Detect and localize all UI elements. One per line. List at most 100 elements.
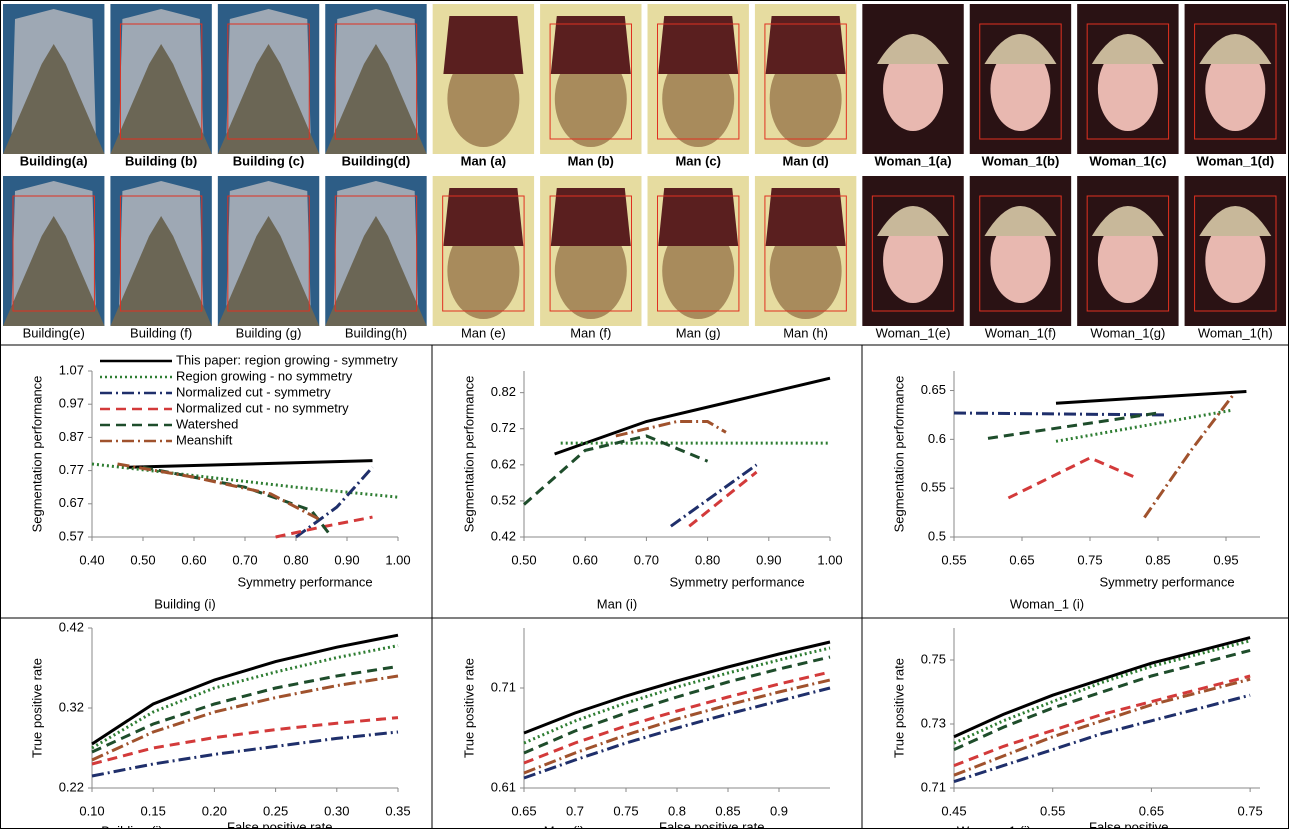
image-detail [658, 188, 739, 246]
y-tick-label: 0.75 [921, 651, 946, 666]
legend-label: Normalized cut - no symmetry [176, 400, 349, 415]
image-detail [883, 47, 944, 131]
x-tick-label: 0.55 [1040, 803, 1065, 818]
line [615, 420, 727, 438]
line [127, 459, 373, 469]
x-tick-label: 0.80 [283, 552, 308, 567]
image-detail [765, 188, 846, 246]
segmentation [1194, 195, 1277, 312]
segmentation [1086, 23, 1170, 140]
x-tick-label: 0.50 [511, 552, 536, 567]
x-tick-label: 1.00 [817, 552, 842, 567]
chart-caption: Woman_1 (i) [1010, 596, 1084, 611]
line [295, 466, 374, 539]
segmentation [442, 195, 525, 312]
legend-label: Watershed [176, 416, 238, 431]
image-caption: Building(h) [345, 325, 407, 340]
image-caption: Woman_1(d) [1196, 153, 1274, 168]
image-caption: Woman_1(b) [982, 153, 1060, 168]
image-caption: Man (h) [783, 325, 828, 340]
y-tick-label: 0.72 [491, 420, 516, 435]
legend-label: This paper: region growing - symmetry [176, 352, 398, 367]
segmentation [764, 23, 847, 140]
x-tick-label: 0.60 [181, 552, 206, 567]
image-caption: Woman_1(a) [875, 153, 952, 168]
x-tick-label: 0.30 [324, 803, 349, 818]
image-detail [443, 16, 524, 74]
line [523, 640, 831, 735]
image-detail [1091, 34, 1164, 64]
y-axis-label: Segmentation performance [461, 376, 476, 533]
segmentation [657, 195, 740, 312]
image-detail [984, 206, 1057, 236]
x-tick-label: 0.20 [202, 803, 227, 818]
x-tick-label: 0.85 [715, 803, 740, 818]
image-caption: Woman_1(e) [876, 325, 951, 340]
y-tick-label: 0.61 [491, 779, 516, 794]
segmentation [657, 23, 740, 140]
segmentation [979, 23, 1062, 140]
y-tick-label: 0.42 [491, 528, 516, 543]
image-caption: Building (g) [236, 325, 302, 340]
x-tick-label: 0.80 [695, 552, 720, 567]
image-detail [769, 223, 842, 319]
line [523, 678, 831, 775]
segmentation [871, 195, 955, 312]
segmentation [227, 23, 310, 140]
line [953, 648, 1251, 751]
segmentation [334, 23, 418, 140]
line [523, 670, 831, 765]
image-detail [1199, 206, 1272, 236]
image-detail [3, 216, 105, 326]
image-caption: Woman_1(h) [1198, 325, 1273, 340]
image-detail [1199, 34, 1272, 64]
chart-caption: Woman_1 (j) [957, 823, 1031, 829]
y-tick-label: 0.42 [59, 619, 84, 634]
x-tick-label: 0.85 [1145, 552, 1170, 567]
x-tick-label: 0.65 [1009, 552, 1034, 567]
image-detail [990, 219, 1051, 303]
y-tick-label: 0.71 [491, 679, 516, 694]
line [523, 655, 831, 755]
chart-caption: Building (j) [101, 823, 162, 829]
image-caption: Woman_1(c) [1089, 153, 1166, 168]
y-tick-label: 0.62 [491, 456, 516, 471]
y-tick-label: 0.6 [928, 431, 946, 446]
y-axis-label: Segmentation performance [29, 376, 44, 533]
image-detail [662, 223, 735, 319]
segmentation [1086, 195, 1170, 312]
segmentation [119, 195, 203, 312]
line [1143, 394, 1234, 519]
y-tick-label: 0.97 [59, 396, 84, 411]
line [91, 674, 399, 762]
image-caption: Man (c) [675, 153, 721, 168]
image-detail [1205, 219, 1266, 303]
x-tick-label: 0.60 [573, 552, 598, 567]
segmentation [119, 23, 203, 140]
image-detail [658, 16, 739, 74]
x-tick-label: 0.8 [668, 803, 686, 818]
y-tick-label: 1.07 [59, 362, 84, 377]
image-caption: Man (a) [461, 153, 507, 168]
line [953, 677, 1251, 777]
y-axis-label: True positive rate [461, 658, 476, 758]
image-caption: Building (b) [125, 153, 197, 168]
x-tick-label: 0.90 [756, 552, 781, 567]
x-tick-label: 1.00 [385, 552, 410, 567]
image-detail [883, 219, 944, 303]
image-caption: Man (e) [461, 325, 506, 340]
line [275, 515, 373, 539]
chart-caption: Building (i) [154, 596, 215, 611]
y-tick-label: 0.55 [921, 480, 946, 495]
line [953, 411, 1165, 417]
x-tick-label: 0.15 [141, 803, 166, 818]
x-axis-label: False positive [1089, 819, 1168, 829]
y-tick-label: 0.71 [921, 779, 946, 794]
image-detail [1091, 206, 1164, 236]
image-caption: Woman_1(f) [985, 325, 1056, 340]
image-detail [554, 51, 627, 147]
line [670, 463, 758, 528]
x-axis-label: False positive rate [659, 819, 765, 829]
image-detail [984, 34, 1057, 64]
